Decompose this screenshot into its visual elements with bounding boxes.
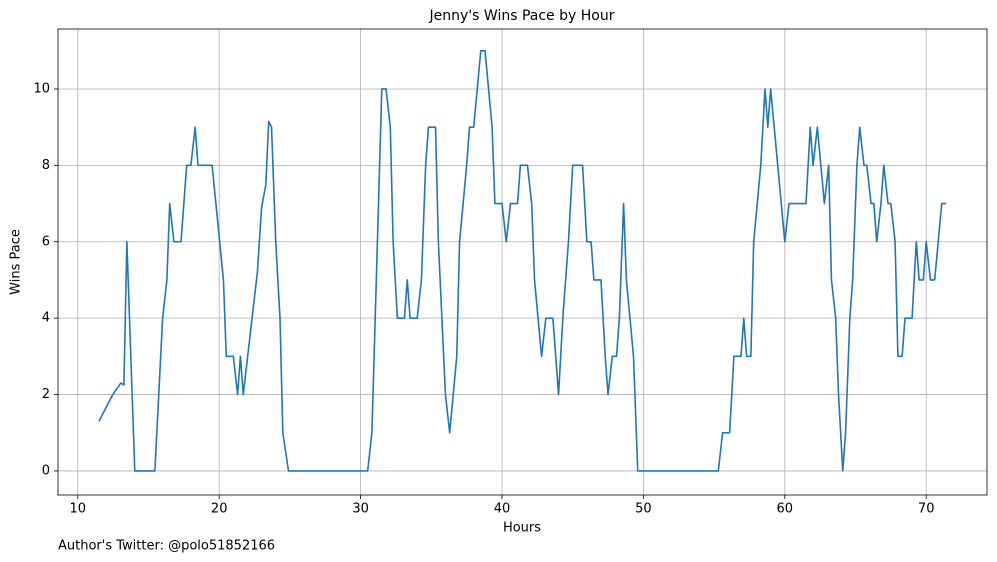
y-axis-label: Wins Pace	[9, 229, 24, 295]
chart-title: Jenny's Wins Pace by Hour	[429, 8, 615, 24]
x-tick-label: 70	[918, 502, 935, 517]
y-tick-label: 4	[42, 311, 50, 326]
y-tick-label: 10	[33, 81, 50, 96]
x-tick-label: 40	[494, 502, 511, 517]
y-tick-label: 6	[42, 234, 50, 249]
x-tick-label: 50	[635, 502, 652, 517]
plot-frame	[57, 28, 988, 496]
annotation: Author's Twitter: @polo51852166	[58, 539, 275, 554]
x-tick-label: 30	[352, 502, 369, 517]
data-line	[98, 49, 946, 472]
y-tick-label: 8	[42, 158, 50, 173]
x-axis-label: Hours	[503, 521, 541, 536]
x-tick-label: 10	[70, 502, 87, 517]
y-tick-label: 2	[42, 387, 50, 402]
x-tick-label: 60	[777, 502, 794, 517]
x-tick-label: 20	[211, 502, 228, 517]
y-tick-label: 0	[42, 463, 50, 478]
